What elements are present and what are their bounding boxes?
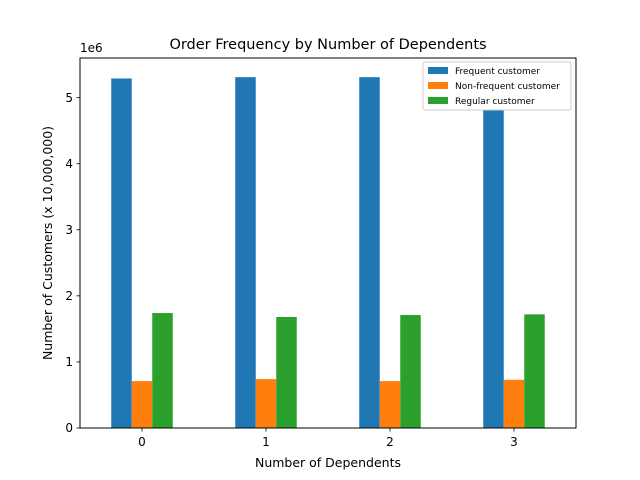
- bar-series-1-cat-2: [379, 381, 401, 428]
- bar-series-1-cat-1: [255, 379, 277, 428]
- y-offset-label: 1e6: [80, 41, 103, 55]
- bar-series-2-cat-3: [524, 314, 545, 428]
- legend: Frequent customer Non-frequent customer Re…: [422, 61, 572, 111]
- bar-series-1-cat-0: [131, 381, 153, 428]
- x-tick-label: 3: [510, 435, 518, 449]
- y-tick-label: 1: [65, 355, 73, 369]
- bar-series-1-cat-3: [503, 379, 525, 428]
- legend-swatch-0: [428, 67, 448, 74]
- bar-series-2-cat-2: [400, 315, 421, 428]
- x-tick-label: 2: [386, 435, 394, 449]
- legend-swatch-2: [428, 97, 448, 104]
- bar-series-2-cat-1: [276, 317, 297, 428]
- y-tick-label: 4: [65, 157, 73, 171]
- y-tick-label: 5: [65, 91, 73, 105]
- bar-series-0-cat-3: [483, 77, 504, 429]
- x-axis-ticks: 0 1 2 3: [138, 428, 518, 449]
- y-tick-label: 3: [65, 223, 73, 237]
- bar-series-0-cat-1: [235, 77, 256, 429]
- legend-label-0: Frequent customer: [455, 67, 540, 77]
- y-axis-label: Number of Customers (x 10,000,000): [40, 126, 55, 360]
- bar-series-0-cat-0: [111, 78, 132, 428]
- plot-frame: [79, 57, 577, 429]
- legend-label-2: Regular customer: [455, 97, 535, 107]
- bar-series-0-cat-2: [359, 77, 380, 429]
- bar-series-2-cat-0: [152, 313, 173, 428]
- y-tick-label: 2: [65, 289, 73, 303]
- x-tick-label: 1: [262, 435, 270, 449]
- y-axis-ticks: 0 1 2 3 4 5: [65, 91, 80, 435]
- plot-area: 0 1 2 3 4 5 0 1 2 3: [65, 57, 577, 449]
- legend-swatch-1: [428, 82, 448, 89]
- legend-label-1: Non-frequent customer: [455, 82, 560, 92]
- legend-frame: [422, 61, 572, 111]
- bars: [111, 77, 545, 429]
- x-axis-label: Number of Dependents: [255, 455, 401, 470]
- x-tick-label: 0: [138, 435, 146, 449]
- y-tick-label: 0: [65, 421, 73, 435]
- chart-title: Order Frequency by Number of Dependents: [169, 37, 486, 53]
